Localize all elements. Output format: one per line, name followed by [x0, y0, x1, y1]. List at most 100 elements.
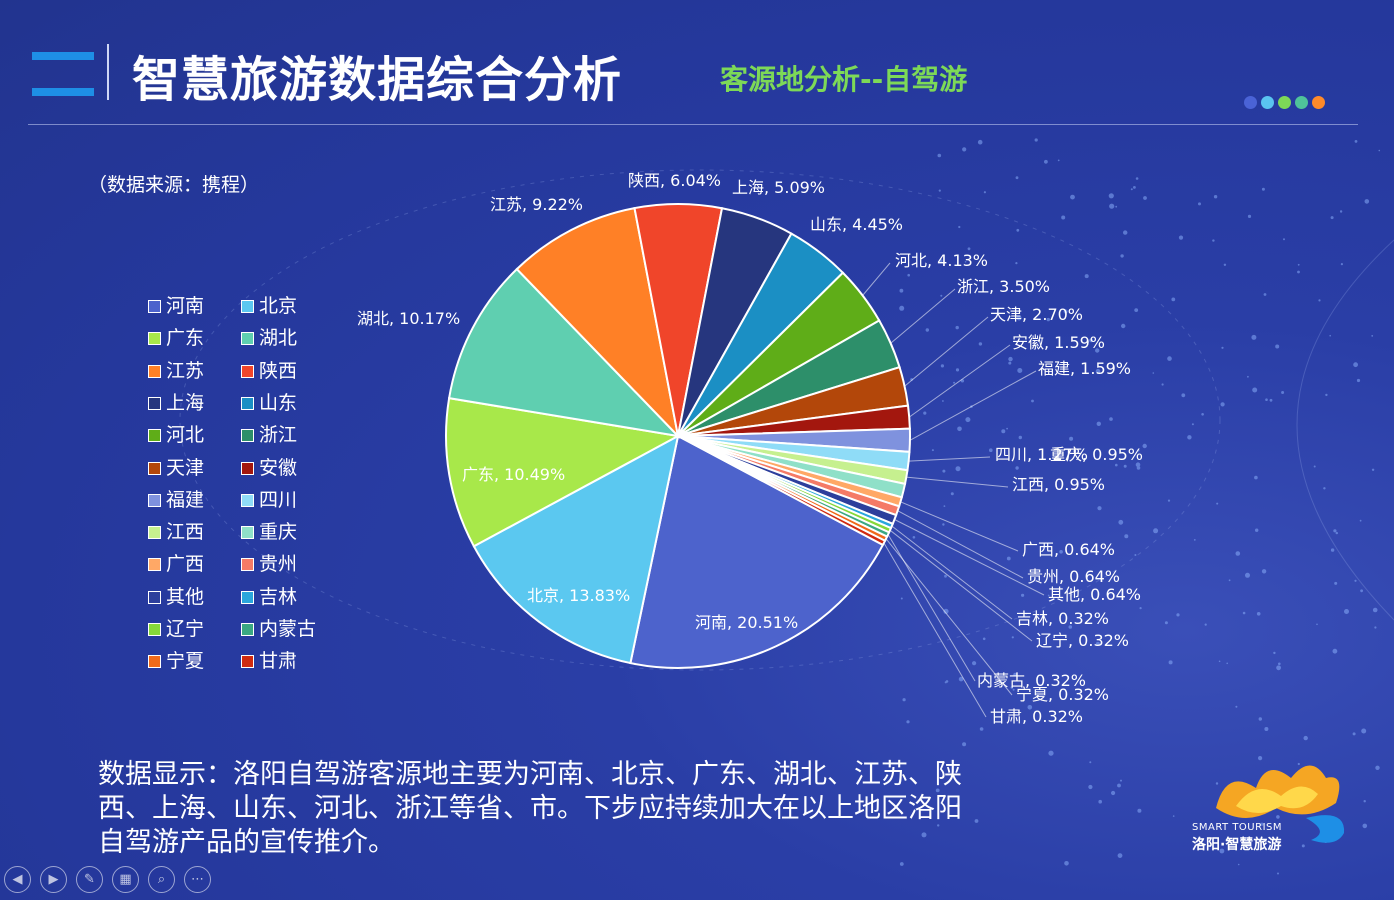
background-dot [1135, 177, 1139, 180]
background-dot [982, 637, 986, 641]
color-dot-3 [1278, 96, 1291, 109]
legend-swatch [241, 623, 254, 636]
background-dot [899, 862, 904, 866]
zoom-icon[interactable]: ⌕ [148, 866, 175, 893]
background-dot [1121, 323, 1126, 329]
background-dot [938, 189, 941, 192]
background-dot [1333, 529, 1337, 533]
background-dot [939, 259, 943, 263]
next-icon[interactable]: ▶ [40, 866, 67, 893]
legend-label: 江西 [166, 521, 205, 544]
data-label: 浙江, 3.50% [957, 277, 1050, 296]
slides-icon[interactable]: ▦ [112, 866, 139, 893]
data-label: 河南, 20.51% [695, 613, 798, 632]
background-dot [955, 803, 960, 808]
background-dot [1329, 334, 1331, 337]
data-label: 陕西, 6.04% [628, 171, 721, 190]
legend-label: 河南 [166, 295, 205, 317]
background-dot [1340, 263, 1343, 266]
color-dot-1 [1244, 96, 1257, 109]
data-label: 辽宁, 0.32% [1036, 631, 1129, 650]
background-dot [899, 288, 904, 293]
background-dot [1325, 393, 1328, 397]
background-dot [955, 325, 959, 330]
legend-swatch [241, 558, 254, 572]
legend-swatch [148, 364, 161, 378]
legend-label: 湖北 [259, 327, 298, 350]
background-dot [1375, 765, 1380, 770]
background-dot [1061, 215, 1066, 220]
background-dot [1332, 648, 1338, 654]
background-dot [1120, 779, 1122, 782]
background-dot [1143, 196, 1147, 200]
background-dot [1251, 334, 1257, 340]
background-dot [1118, 519, 1124, 525]
prev-icon[interactable]: ◀ [4, 866, 31, 893]
page-title: 智慧旅游数据综合分析 [132, 52, 623, 108]
logo-text-en: SMART TOURISM [1192, 822, 1282, 833]
legend-label: 安徽 [259, 456, 298, 479]
background-dot [1017, 368, 1023, 373]
leader-line [906, 476, 1009, 488]
background-dot [1046, 317, 1051, 322]
leader-line [908, 344, 1011, 418]
background-dot [1069, 436, 1074, 441]
background-dot [1008, 361, 1012, 365]
legend-item: 重庆 [241, 520, 297, 544]
background-dot [1016, 315, 1022, 321]
background-dot [1261, 569, 1267, 574]
background-dot [1123, 230, 1128, 235]
background-dot [1269, 398, 1273, 402]
legend-label: 辽宁 [166, 618, 205, 640]
data-label: 江西, 0.95% [1012, 475, 1105, 494]
background-dot [1330, 548, 1335, 552]
more-icon[interactable]: ⋯ [184, 866, 211, 893]
background-dot [1193, 539, 1196, 541]
background-dot [1212, 239, 1215, 242]
background-dot [1115, 205, 1118, 208]
legend-swatch [241, 526, 254, 540]
legend-item: 安徽 [241, 456, 297, 480]
background-dot [962, 147, 967, 152]
background-dot [1084, 274, 1089, 279]
background-dot [940, 364, 945, 368]
leader-line [862, 262, 891, 296]
background-dot [1378, 149, 1381, 152]
data-label: 其他, 0.64% [1048, 585, 1141, 604]
background-dot [1015, 466, 1019, 470]
background-dot [940, 294, 943, 297]
background-dot [1109, 417, 1113, 421]
background-dot [942, 400, 944, 402]
color-dot-4 [1295, 96, 1308, 109]
background-dot [1089, 338, 1093, 343]
background-dot [964, 261, 967, 263]
background-dot [1133, 186, 1136, 189]
presentation-toolbar: ◀ ▶ ✎ ▦ ⌕ ⋯ [4, 866, 211, 893]
background-dot [1172, 815, 1175, 817]
leader-line [891, 525, 1013, 620]
pie-slice [515, 206, 680, 440]
legend-item: 贵州 [241, 552, 297, 576]
background-dot [1034, 138, 1038, 142]
legend-label: 重庆 [259, 521, 298, 544]
legend-swatch [241, 493, 254, 507]
background-dot [1048, 750, 1054, 756]
leader-line [900, 501, 1019, 552]
legend-item: 其他 [148, 585, 204, 609]
background-dot [1344, 609, 1349, 614]
background-dot [1352, 732, 1356, 736]
data-label: 广西, 0.64% [1022, 540, 1115, 559]
legend-swatch [241, 364, 254, 378]
color-dot-2 [1261, 96, 1274, 109]
background-dot [974, 819, 979, 823]
legend-item: 辽宁 [148, 617, 204, 641]
background-dot [1316, 623, 1318, 626]
background-dot [957, 426, 962, 432]
legend-item: 甘肃 [241, 649, 297, 673]
background-dot [958, 676, 964, 682]
page-subtitle: 客源地分析--自驾游 [720, 63, 968, 96]
pen-icon[interactable]: ✎ [76, 866, 103, 893]
background-dot [1247, 375, 1249, 378]
data-label: 上海, 5.09% [732, 178, 825, 197]
legend-label: 福建 [166, 488, 205, 511]
